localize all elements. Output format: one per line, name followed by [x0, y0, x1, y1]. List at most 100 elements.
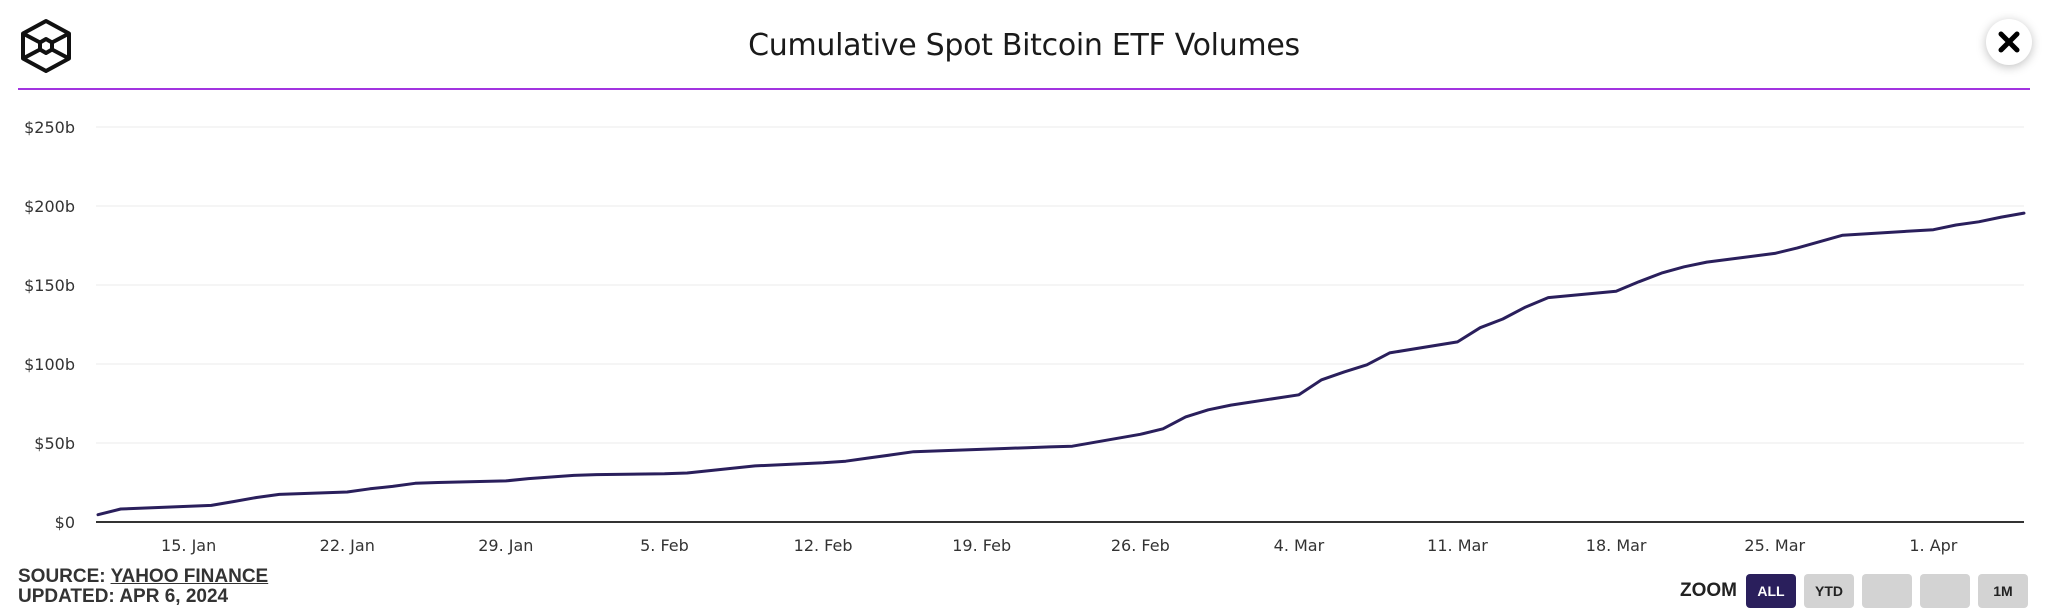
zoom-button-blank-2[interactable]: [1920, 574, 1970, 608]
x-axis: 15. Jan 22. Jan 29. Jan 5. Feb 12. Feb 19. Fe…: [96, 521, 2024, 555]
data-point: [889, 453, 893, 457]
data-point: [436, 481, 440, 485]
x-tick-label: 11. Mar: [1427, 536, 1488, 555]
data-point: [277, 492, 281, 496]
data-point: [572, 473, 576, 477]
data-point: [1841, 233, 1845, 237]
y-tick-label: $150b: [24, 276, 75, 295]
data-point: [1184, 415, 1188, 419]
data-point: [255, 496, 259, 500]
line-chart: $0 $50b $100b $150b $200b $250b 15. Jan 22. Ja…: [24, 118, 2026, 555]
x-tick-label: 26. Feb: [1111, 536, 1170, 555]
y-tick-label: $250b: [24, 118, 75, 137]
data-point: [844, 459, 848, 463]
header-divider: [18, 88, 2030, 90]
footer-source: SOURCE: YAHOO FINANCE UPDATED: APR 6, 20…: [18, 567, 268, 607]
zoom-button-ytd[interactable]: YTD: [1804, 574, 1854, 608]
data-point: [345, 490, 349, 494]
chart-title: Cumulative Spot Bitcoin ETF Volumes: [748, 28, 1300, 63]
data-point: [1682, 265, 1686, 269]
data-point: [549, 475, 553, 479]
y-axis: $0 $50b $100b $150b $200b $250b: [24, 118, 75, 532]
data-point: [662, 472, 666, 476]
data-point: [368, 487, 372, 491]
data-point: [413, 481, 417, 485]
data-point: [1637, 280, 1641, 284]
data-point: [2022, 211, 2026, 215]
x-tick-label: 5. Feb: [640, 536, 689, 555]
data-point: [1773, 251, 1777, 255]
x-tick-label: 25. Mar: [1744, 536, 1805, 555]
y-tick-label: $50b: [34, 434, 75, 453]
zoom-button-1m[interactable]: 1M: [1978, 574, 2028, 608]
data-point: [232, 499, 236, 503]
data-point: [1524, 305, 1528, 309]
data-point: [1818, 240, 1822, 244]
x-tick-label: 19. Feb: [952, 536, 1011, 555]
data-point: [753, 464, 757, 468]
data-point: [1070, 444, 1074, 448]
x-tick-label: 22. Jan: [320, 536, 375, 555]
data-point: [1456, 340, 1460, 344]
data-point: [1002, 447, 1006, 451]
data-point: [1546, 296, 1550, 300]
data-point: [1614, 289, 1618, 293]
data-point: [912, 450, 916, 454]
data-point: [708, 469, 712, 473]
data-point: [1297, 393, 1301, 397]
data-point: [96, 513, 100, 517]
data-point: [1048, 445, 1052, 449]
data-point: [1365, 363, 1369, 367]
data-point: [209, 503, 213, 507]
data-point: [1229, 403, 1233, 407]
data-point: [1342, 370, 1346, 374]
data-point: [1320, 378, 1324, 382]
y-tick-label: $100b: [24, 355, 75, 374]
data-point: [391, 484, 395, 488]
source-line: SOURCE: YAHOO FINANCE: [18, 567, 268, 587]
close-button[interactable]: [1986, 19, 2032, 65]
source-link[interactable]: YAHOO FINANCE: [110, 566, 269, 587]
y-tick-label: $200b: [24, 197, 75, 216]
updated-date: UPDATED: APR 6, 2024: [18, 586, 229, 607]
close-x-icon: [1998, 31, 2020, 53]
source-prefix: SOURCE:: [18, 566, 111, 587]
data-point: [821, 461, 825, 465]
data-point: [1931, 228, 1935, 232]
zoom-controls: ZOOM ALL YTD 1M: [1680, 574, 2036, 608]
grid-lines: [96, 126, 2024, 444]
x-tick-label: 29. Jan: [478, 536, 533, 555]
data-point: [685, 471, 689, 475]
data-point: [866, 456, 870, 460]
series-line: [96, 211, 2026, 517]
data-point: [1206, 408, 1210, 412]
x-tick-label: 12. Feb: [794, 536, 853, 555]
x-tick-label: 15. Jan: [161, 536, 216, 555]
data-point: [1161, 427, 1165, 431]
data-point: [1795, 246, 1799, 250]
data-point: [1388, 351, 1392, 355]
data-point: [504, 479, 508, 483]
x-tick-label: 1. Apr: [1909, 536, 1957, 555]
data-point: [1138, 432, 1142, 436]
zoom-label: ZOOM: [1680, 580, 1737, 601]
data-point: [1501, 317, 1505, 321]
y-tick-label: $0: [55, 513, 75, 532]
x-tick-label: 18. Mar: [1586, 536, 1647, 555]
series-layer: [96, 211, 2026, 517]
data-point: [1705, 260, 1709, 264]
data-point: [594, 473, 598, 477]
data-point: [1478, 326, 1482, 330]
zoom-button-all[interactable]: ALL: [1746, 574, 1796, 608]
logo-icon: [21, 19, 71, 73]
x-tick-label: 4. Mar: [1274, 536, 1325, 555]
data-point: [527, 477, 531, 481]
data-point: [1977, 220, 1981, 224]
data-point: [730, 466, 734, 470]
data-point: [1659, 271, 1663, 275]
data-point: [1025, 446, 1029, 450]
zoom-button-blank-1[interactable]: [1862, 574, 1912, 608]
data-point: [1954, 223, 1958, 227]
data-point: [119, 507, 123, 511]
data-point: [1999, 215, 2003, 219]
